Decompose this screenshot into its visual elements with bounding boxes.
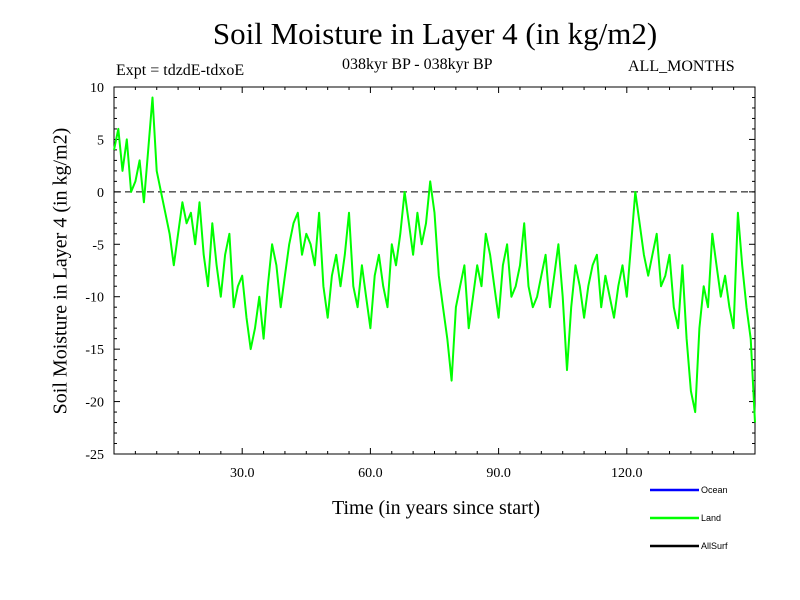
x-tick-label: 120.0: [611, 466, 643, 481]
axis-ticks: -25 -20 -15 -10 -5 0 5 10 30.0 60.0 90.0 120.0: [85, 81, 755, 481]
y-tick-label: -10: [85, 291, 104, 306]
y-tick-label: -5: [92, 238, 104, 253]
chart-title: Soil Moisture in Layer 4 (in kg/m2): [212, 16, 658, 51]
series-group: [113, 96, 756, 423]
y-tick-label: -25: [85, 448, 104, 463]
months-label: ALL_MONTHS: [628, 58, 735, 75]
x-axis-label: Time (in years since start): [331, 497, 541, 519]
period-label: 038kyr BP - 038kyr BP: [342, 56, 493, 73]
y-tick-label: -20: [85, 396, 104, 411]
y-tick-label: 0: [97, 186, 104, 201]
series-line-land: [113, 96, 756, 423]
legend-label-ocean: Ocean: [701, 485, 728, 495]
x-tick-label: 30.0: [230, 466, 255, 481]
experiment-label: Expt = tdzdE-tdxoE: [116, 62, 245, 79]
x-tick-label: 60.0: [358, 466, 383, 481]
legend: Ocean Land AllSurf: [650, 485, 728, 551]
legend-label-land: Land: [701, 513, 721, 523]
legend-label-allsurf: AllSurf: [701, 541, 728, 551]
y-tick-label: 10: [90, 81, 104, 96]
y-tick-label: 5: [97, 133, 104, 148]
x-tick-label: 90.0: [486, 466, 511, 481]
y-tick-label: -15: [85, 343, 104, 358]
